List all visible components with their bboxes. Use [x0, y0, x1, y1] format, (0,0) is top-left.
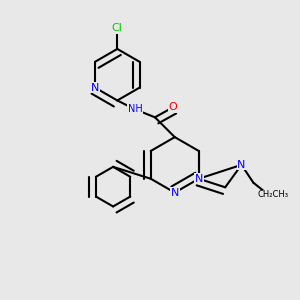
Text: NH: NH: [128, 104, 142, 114]
Text: CH₂CH₃: CH₂CH₃: [258, 190, 289, 199]
Text: O: O: [168, 102, 177, 112]
Text: Cl: Cl: [112, 23, 123, 33]
Text: N: N: [237, 160, 246, 170]
Text: N: N: [171, 188, 179, 198]
Text: N: N: [195, 174, 203, 184]
Text: N: N: [91, 82, 99, 93]
